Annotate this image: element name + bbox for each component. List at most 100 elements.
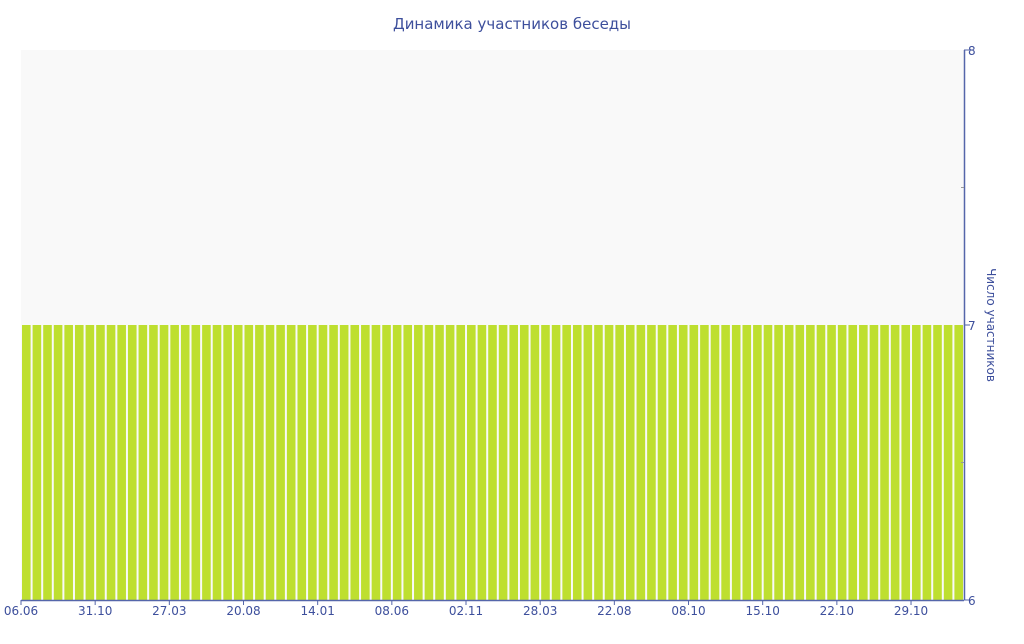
bar [456,325,466,600]
bar [647,325,656,600]
bar [85,325,95,600]
bar [604,325,614,600]
bar [912,325,921,600]
bar [859,325,868,600]
bar [795,325,805,600]
x-tick-label: 22.08 [597,604,631,618]
bar [827,325,836,600]
bar [668,325,677,600]
x-tick-label: 08.10 [671,604,705,618]
y-tick-label: 6 [968,594,976,608]
bar [297,325,307,600]
bar [159,325,169,600]
bar [774,325,783,600]
bar [689,325,699,600]
x-tick-label: 29.10 [894,604,928,618]
bar [806,325,815,600]
bar [191,325,201,600]
bar [583,325,593,600]
bar [700,325,709,600]
bar [625,325,635,600]
bar [170,325,179,600]
bar [318,325,328,600]
bar [551,325,561,600]
bar [64,325,73,600]
bar [445,325,455,600]
bar [127,325,137,600]
bar [435,325,444,600]
bar [265,325,275,600]
y-tick-label: 8 [968,44,976,58]
bar [753,325,762,600]
bar [233,325,243,600]
bars [22,325,963,600]
bar [329,325,338,600]
bar [541,325,550,600]
bar [22,325,31,600]
bar [371,325,381,600]
bar [880,325,889,600]
bar [943,325,953,600]
bar [96,325,105,600]
bar [721,325,730,600]
x-tick-label: 02.11 [449,604,483,618]
bar [339,325,349,600]
bar [869,325,879,600]
bar [519,325,529,600]
bar [615,325,624,600]
bar [784,325,794,600]
x-tick-label: 22.10 [820,604,854,618]
bar [53,325,63,600]
bar [742,325,752,600]
bar [890,325,900,600]
x-tick-label: 15.10 [746,604,780,618]
bar [138,325,148,600]
bar [414,325,423,600]
bar [922,325,932,600]
bar [74,325,84,600]
bar [498,325,508,600]
axes: 6 7 8 06.06 31.10 27.03 20.08 14.01 08.06 02.11 28… [4,44,976,618]
bar [477,325,487,600]
bar [32,325,42,600]
bar [392,325,402,600]
x-tick-label: 14.01 [300,604,334,618]
x-tick-label: 06.06 [4,604,38,618]
x-tick-label: 20.08 [226,604,260,618]
bar [594,325,603,600]
bar [678,325,688,600]
x-tick-label: 31.10 [78,604,112,618]
bar [848,325,858,600]
bar [530,325,540,600]
bar [933,325,942,600]
y-tick-label: 7 [968,319,976,333]
bar [954,325,963,600]
bar [657,325,667,600]
bar [403,325,413,600]
bar [202,325,211,600]
bar [350,325,360,600]
bar [816,325,826,600]
bar [223,325,232,600]
bar [837,325,847,600]
bar [255,325,264,600]
y-axis-label: Число участников [984,268,998,382]
bar [43,325,52,600]
bar [180,325,190,600]
bar [382,325,391,600]
bar [731,325,741,600]
bar [763,325,773,600]
bar [467,325,476,600]
bar [106,325,116,600]
bar [117,325,126,600]
bar [424,325,434,600]
bar [710,325,720,600]
chart-title: Динамика участников беседы [393,15,631,33]
bar [562,325,571,600]
x-tick-label: 27.03 [152,604,186,618]
bar [276,325,285,600]
bar [244,325,254,600]
bar [509,325,518,600]
bar [901,325,911,600]
